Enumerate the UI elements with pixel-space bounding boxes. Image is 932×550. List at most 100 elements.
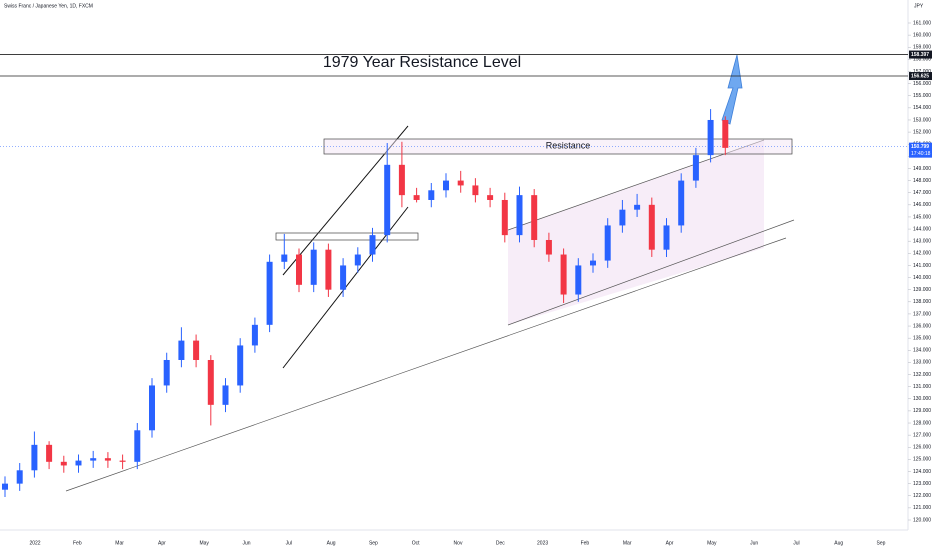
last-price-tag	[909, 142, 932, 158]
x-tick-label: 2023	[537, 540, 548, 546]
level-tag	[909, 72, 932, 81]
candle-body	[119, 460, 126, 462]
candle-body	[413, 195, 420, 200]
candle-body	[487, 195, 494, 200]
candle-body	[648, 204, 655, 250]
candle-body	[310, 249, 317, 285]
candle-body	[575, 265, 582, 295]
y-tick-label: 140.000	[913, 275, 931, 281]
candle-body	[663, 225, 670, 250]
mid-box	[275, 232, 419, 241]
y-tick-label: 127.000	[913, 432, 931, 438]
candle-body	[178, 340, 185, 360]
candle-body	[149, 385, 155, 431]
y-tick-label: 130.000	[913, 396, 931, 402]
long-trendline	[65, 237, 787, 492]
x-tick-label: Apr	[666, 540, 674, 546]
candle-body	[2, 483, 8, 490]
candle-body	[75, 460, 82, 466]
countdown: 17:40:18	[911, 151, 931, 157]
candle-body	[560, 254, 567, 295]
candle-body	[90, 458, 97, 461]
y-tick-label: 124.000	[913, 469, 931, 475]
y-tick-label: 126.000	[913, 445, 931, 451]
arrow	[721, 54, 743, 125]
y-tick-label: 156.000	[913, 81, 931, 87]
x-tick-label: Jun	[750, 540, 758, 546]
x-tick-label: Sep	[877, 540, 886, 546]
candle-body	[443, 180, 449, 191]
chart-title: Swiss Franc / Japanese Yen, 1D, FXCM	[4, 3, 93, 9]
y-tick-label: 145.000	[913, 214, 931, 220]
candle-body	[369, 235, 376, 255]
y-tick-label: 121.000	[913, 505, 931, 511]
candle-body	[340, 265, 347, 290]
candle-body	[222, 385, 229, 405]
candle-body	[472, 185, 479, 196]
x-tick-label: Sep	[369, 540, 378, 546]
y-tick-label: 154.000	[913, 105, 931, 111]
y-tick-label: 152.000	[913, 129, 931, 135]
last-price-label: 150.799	[911, 144, 929, 150]
x-tick-label: Aug	[834, 540, 843, 546]
y-tick-label: 135.000	[913, 335, 931, 341]
candle-body	[545, 239, 552, 255]
annotation: 1979 Year Resistance Level	[323, 54, 521, 71]
y-tick-label: 123.000	[913, 481, 931, 487]
candle-body	[163, 359, 170, 386]
y-tick-label: 129.000	[913, 408, 931, 414]
candle-body	[281, 254, 288, 262]
candle-body	[46, 444, 53, 462]
x-tick-label: Nov	[454, 540, 463, 546]
x-tick-label: Mar	[115, 540, 124, 546]
y-tick-label: 153.000	[913, 117, 931, 123]
y-tick-label: 144.000	[913, 226, 931, 232]
y-tick-label: 122.000	[913, 493, 931, 499]
candle-body	[207, 359, 214, 405]
y-tick-label: 134.000	[913, 348, 931, 354]
candle-body	[707, 119, 714, 156]
y-tick-label: 159.000	[913, 45, 931, 51]
candle-body	[619, 209, 626, 226]
y-tick-label: 158.000	[913, 57, 931, 63]
level-label: 156.625	[911, 73, 929, 79]
x-tick-label: Jul	[286, 540, 292, 546]
y-tick-label: 147.000	[913, 190, 931, 196]
candle-body	[457, 180, 464, 186]
candle-body	[354, 254, 361, 266]
candle-body	[60, 461, 67, 466]
candle-body	[384, 164, 391, 236]
y-tick-label: 139.000	[913, 287, 931, 293]
y-tick-label: 128.000	[913, 420, 931, 426]
y-tick-label: 136.000	[913, 323, 931, 329]
x-tick-label: Apr	[158, 540, 166, 546]
x-tick-label: Aug	[327, 540, 336, 546]
y-tick-label: 157.000	[913, 69, 931, 75]
candle-body	[193, 340, 200, 360]
y-tick-label: 161.000	[913, 20, 931, 26]
candle-body	[604, 225, 611, 261]
candle-body	[134, 430, 141, 462]
y-tick-label: 155.000	[913, 93, 931, 99]
y-tick-label: 160.000	[913, 32, 931, 38]
y-tick-label: 138.000	[913, 299, 931, 305]
candle-body	[31, 444, 38, 471]
currency: JPY	[914, 3, 924, 9]
candle-body	[16, 470, 23, 484]
y-tick-label: 142.000	[913, 251, 931, 257]
candle-body	[296, 254, 302, 285]
y-tick-label: 141.000	[913, 263, 931, 269]
candle-body	[590, 260, 596, 266]
y-tick-label: 148.000	[913, 178, 931, 184]
candle-body	[722, 119, 729, 148]
level-label: 158.397	[911, 52, 929, 58]
resistance-label: Resistance	[546, 140, 591, 150]
y-tick-label: 131.000	[913, 384, 931, 390]
level-tag	[909, 50, 932, 59]
channel-fill	[508, 140, 764, 325]
y-tick-label: 149.000	[913, 166, 931, 172]
candle-body	[325, 249, 332, 290]
y-tick-label: 137.000	[913, 311, 931, 317]
